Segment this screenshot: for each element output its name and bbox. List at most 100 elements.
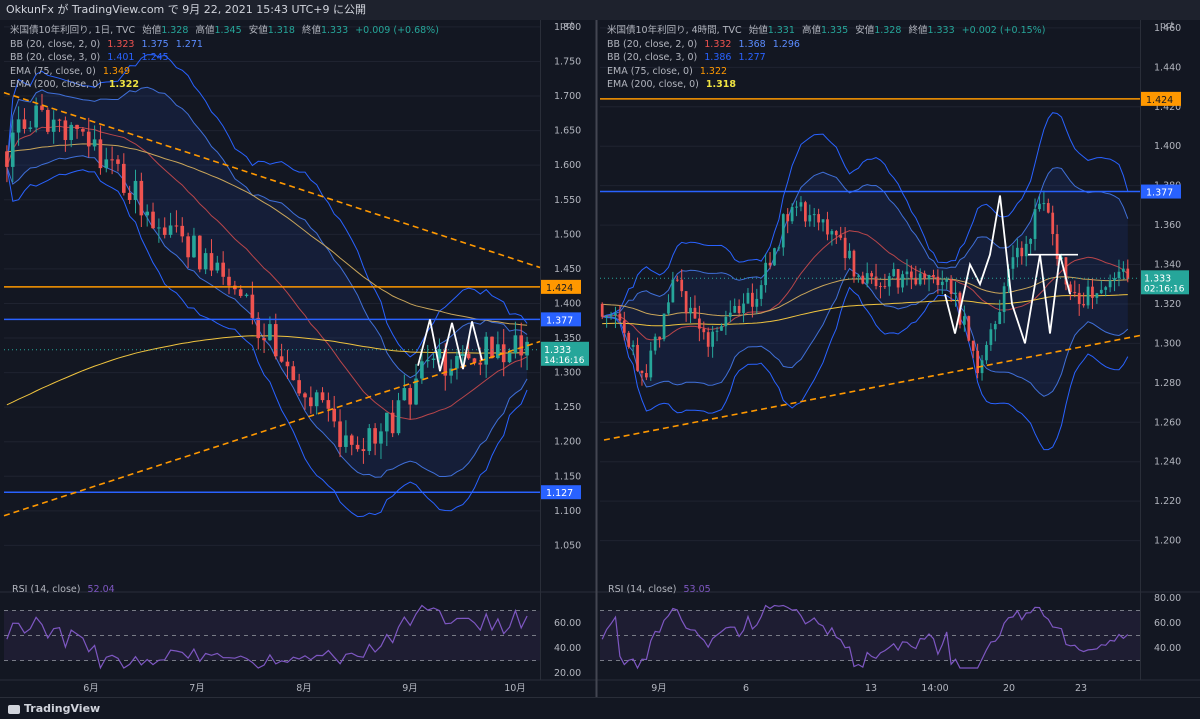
candle-body — [795, 206, 798, 208]
candle-body — [1099, 289, 1103, 294]
candle-body — [755, 298, 759, 307]
candle-body — [145, 211, 150, 216]
candle-body — [291, 366, 296, 381]
x-tick-label: 6 — [743, 683, 749, 694]
x-tick-label: 8月 — [296, 683, 312, 694]
candle-body — [614, 313, 617, 316]
candle-body — [408, 388, 413, 405]
candle-body — [75, 124, 79, 130]
candle-body — [870, 273, 873, 277]
candle-body — [110, 159, 114, 161]
candle-body — [627, 332, 631, 347]
candle-body — [693, 307, 697, 319]
y-tick-label: 1.650 — [554, 126, 581, 137]
candle-body — [384, 412, 389, 432]
candle-body — [1046, 203, 1050, 213]
candle-body — [883, 286, 887, 288]
y-tick-label: 1.050 — [554, 540, 581, 551]
candle-body — [830, 231, 834, 235]
level-tag-label: 1.127 — [546, 488, 573, 499]
candle-body — [786, 214, 790, 222]
candle-body — [777, 247, 781, 249]
candle-body — [1073, 292, 1077, 294]
rsi-tick-label: 80.00 — [1154, 593, 1181, 604]
candle-body — [879, 286, 882, 288]
candle-body — [1126, 268, 1130, 279]
candle-body — [314, 392, 319, 407]
candle-body — [1011, 257, 1015, 269]
candle-body — [40, 105, 44, 110]
candle-body — [949, 279, 953, 294]
candle-body — [698, 318, 701, 329]
last-price-tag — [1141, 270, 1189, 295]
trendline — [3, 340, 541, 517]
candle-body — [221, 262, 225, 277]
candle-body — [653, 336, 657, 351]
level-tag-label: 1.377 — [1146, 188, 1173, 199]
chart-canvas[interactable]: 1.800 1.750 1.700 1.650 1.600 1.550 1.500 1.450… — [0, 20, 1200, 697]
candle-body — [861, 275, 865, 284]
candle-body — [1042, 203, 1046, 205]
bb3-upper — [602, 112, 1129, 318]
candle-body — [484, 336, 488, 365]
candle-body — [631, 344, 635, 347]
candle-body — [945, 279, 949, 282]
rsi-line — [601, 604, 1129, 670]
candle-body — [466, 353, 471, 359]
candle-body — [927, 275, 931, 280]
candle-body — [817, 214, 820, 223]
y-tick-label: 1.450 — [554, 264, 581, 275]
candle-body — [812, 214, 816, 216]
y-tick-label: 1.200 — [554, 437, 581, 448]
candle-body — [724, 316, 728, 327]
candle-body — [1104, 287, 1108, 290]
level-tag — [541, 312, 581, 327]
candle-body — [46, 109, 50, 132]
candle-body — [662, 313, 666, 340]
panel-left: 1.800 1.750 1.700 1.650 1.600 1.550 1.500 1.450… — [0, 20, 600, 694]
candle-body — [449, 368, 453, 376]
last-price-label: 1.333 — [1144, 273, 1171, 284]
candle-body — [69, 124, 74, 141]
bb2-upper — [602, 167, 1129, 318]
level-tag — [1141, 91, 1181, 106]
y-tick-label: 1.300 — [1154, 338, 1181, 349]
candle-body — [478, 362, 483, 365]
y-tick-label: 1.150 — [554, 471, 581, 482]
candle-body — [16, 119, 21, 133]
candle-body — [57, 119, 62, 121]
x-tick-label: 7月 — [189, 683, 205, 694]
candle-body — [1086, 286, 1090, 306]
candle-body — [5, 151, 9, 167]
y-tick-label: 1.700 — [554, 91, 581, 102]
y-tick-label: 1.440 — [1154, 62, 1181, 73]
candle-body — [86, 131, 91, 147]
candle-body — [256, 317, 261, 339]
candle-body — [609, 315, 613, 317]
y-tick-label: 1.220 — [1154, 496, 1181, 507]
candle-body — [1002, 286, 1006, 313]
last-price-label: 1.333 — [544, 345, 571, 356]
candle-body — [519, 335, 524, 356]
candle-body — [162, 227, 167, 235]
candle-body — [622, 320, 626, 333]
bb-fill — [602, 167, 1128, 397]
candle-body — [34, 105, 38, 128]
y-tick-label: 1.750 — [554, 56, 581, 67]
level-tag-label: 1.377 — [546, 315, 573, 326]
pattern-zigzag — [944, 195, 1071, 344]
tradingview-logo[interactable]: TradingView — [8, 702, 100, 715]
candle-body — [733, 306, 737, 313]
candle-body — [985, 344, 988, 361]
candle-body — [989, 329, 993, 345]
candle-body — [768, 262, 772, 266]
candle-body — [402, 388, 407, 401]
publish-header: OkkunFx が TradingView.com で 9月 22, 2021 … — [0, 0, 1200, 21]
candle-body — [605, 315, 608, 317]
candle-body — [379, 431, 383, 444]
publish-title: OkkunFx が TradingView.com で 9月 22, 2021 … — [6, 3, 366, 16]
rsi-tick-label: 40.00 — [554, 643, 581, 654]
candle-body — [914, 277, 918, 285]
candle-body — [834, 231, 838, 236]
rsi-tick-label: 60.00 — [1154, 618, 1181, 629]
